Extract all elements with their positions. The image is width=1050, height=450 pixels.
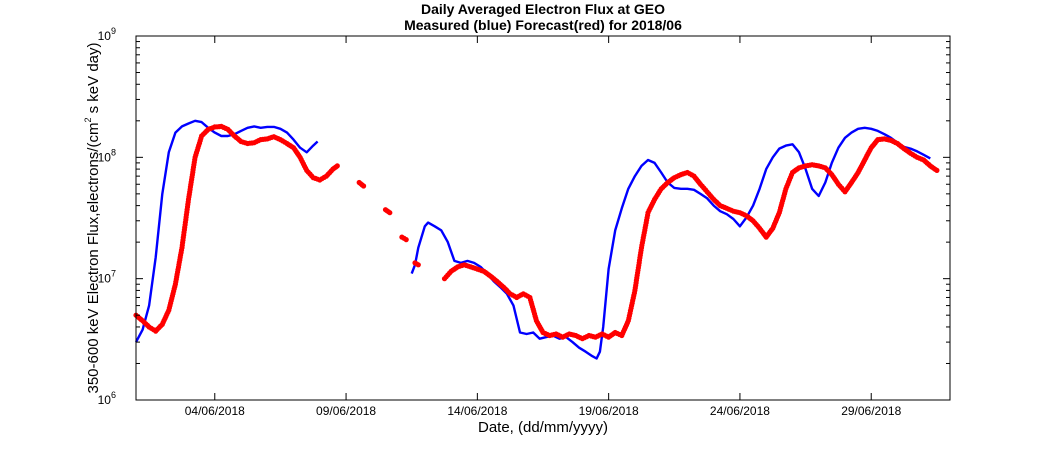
- forecast-point: [387, 210, 393, 216]
- x-tick-label: 14/06/2018: [447, 404, 507, 418]
- series-forecast-segment-3: [399, 234, 409, 243]
- series-forecast: [133, 123, 940, 342]
- series-forecast-segment-4: [412, 260, 421, 268]
- forecast-point: [334, 163, 340, 169]
- series-forecast-segment-1: [356, 179, 367, 189]
- x-tick-label: 19/06/2018: [579, 404, 639, 418]
- y-axis-label-prefix: 350-600 keV Electron Flux,electrons/(cm: [85, 123, 102, 394]
- y-tick-label: 109: [98, 26, 116, 43]
- series-layer: [133, 119, 940, 360]
- y-axis-label: 350-600 keV Electron Flux,electrons/(cm2…: [83, 42, 102, 393]
- forecast-point: [934, 167, 940, 173]
- y-tick-label: 106: [98, 390, 116, 407]
- series-forecast-segment-0: [133, 123, 340, 334]
- x-tick-label: 24/06/2018: [710, 404, 770, 418]
- ticks-layer: 04/06/2018 09/06/2018 14/06/2018 19/06/2018…: [98, 26, 950, 418]
- y-axis-label-suffix: s keV day): [85, 42, 102, 117]
- y-tick-label: 107: [98, 269, 116, 286]
- plot-frame: [135, 35, 951, 401]
- x-axis-label: Date, (dd/mm/yyyy): [478, 419, 608, 436]
- y-axis-label-superscript: 2: [83, 118, 93, 123]
- chart-title: Daily Averaged Electron Flux at GEO: [421, 1, 665, 17]
- x-tick-label: 04/06/2018: [185, 404, 245, 418]
- series-forecast-segment-2: [382, 207, 393, 216]
- x-tick-label: 29/06/2018: [841, 404, 901, 418]
- forecast-point: [361, 183, 367, 189]
- forecast-point: [415, 262, 421, 268]
- chart-subtitle: Measured (blue) Forecast(red) for 2018/0…: [404, 17, 682, 33]
- plot-area: [136, 36, 950, 400]
- series-forecast-segment-5: [441, 136, 940, 342]
- x-tick-label: 09/06/2018: [316, 404, 376, 418]
- series-measured-line-0: [134, 119, 319, 343]
- forecast-point: [403, 237, 409, 243]
- y-tick-label: 108: [98, 147, 116, 164]
